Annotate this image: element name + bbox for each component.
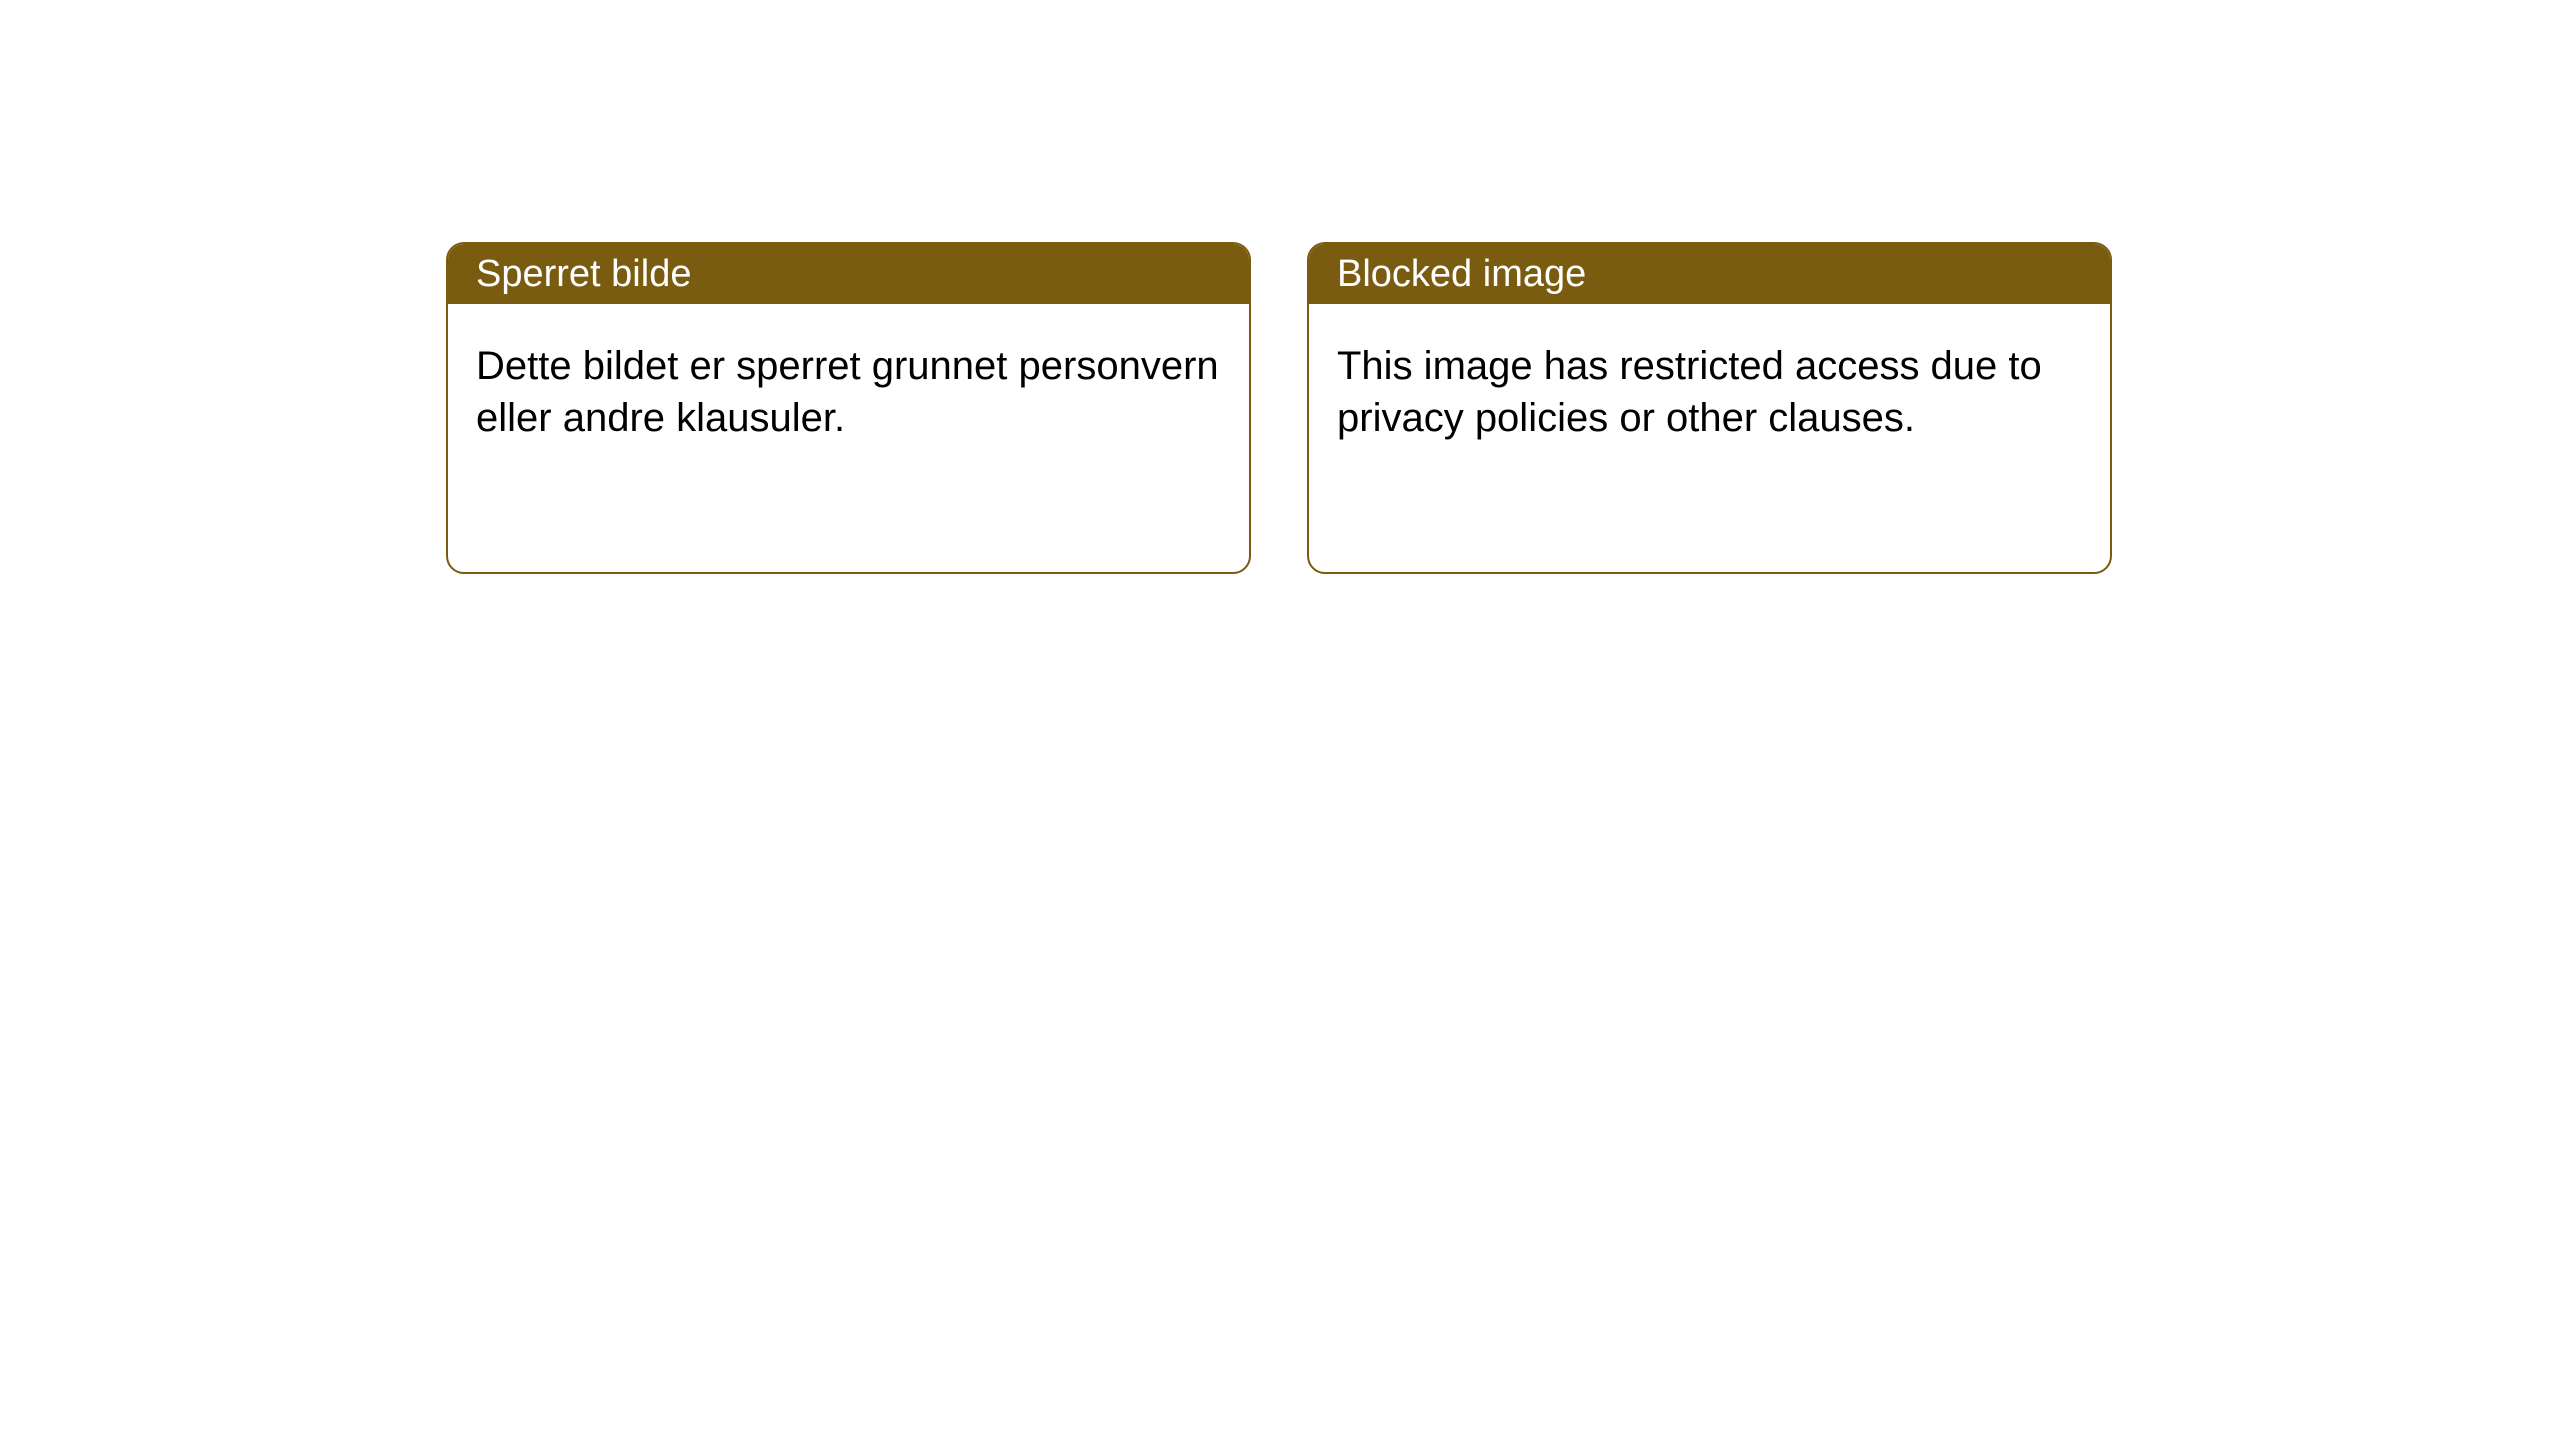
notice-body: Dette bildet er sperret grunnet personve…	[448, 304, 1249, 480]
notice-header: Blocked image	[1309, 244, 2110, 304]
notice-body: This image has restricted access due to …	[1309, 304, 2110, 480]
notice-body-text: Dette bildet er sperret grunnet personve…	[476, 344, 1219, 440]
notice-header: Sperret bilde	[448, 244, 1249, 304]
notices-container: Sperret bilde Dette bildet er sperret gr…	[446, 242, 2112, 574]
notice-header-text: Blocked image	[1337, 253, 1586, 296]
notice-header-text: Sperret bilde	[476, 253, 691, 296]
notice-card-norwegian: Sperret bilde Dette bildet er sperret gr…	[446, 242, 1251, 574]
notice-card-english: Blocked image This image has restricted …	[1307, 242, 2112, 574]
notice-body-text: This image has restricted access due to …	[1337, 344, 2042, 440]
